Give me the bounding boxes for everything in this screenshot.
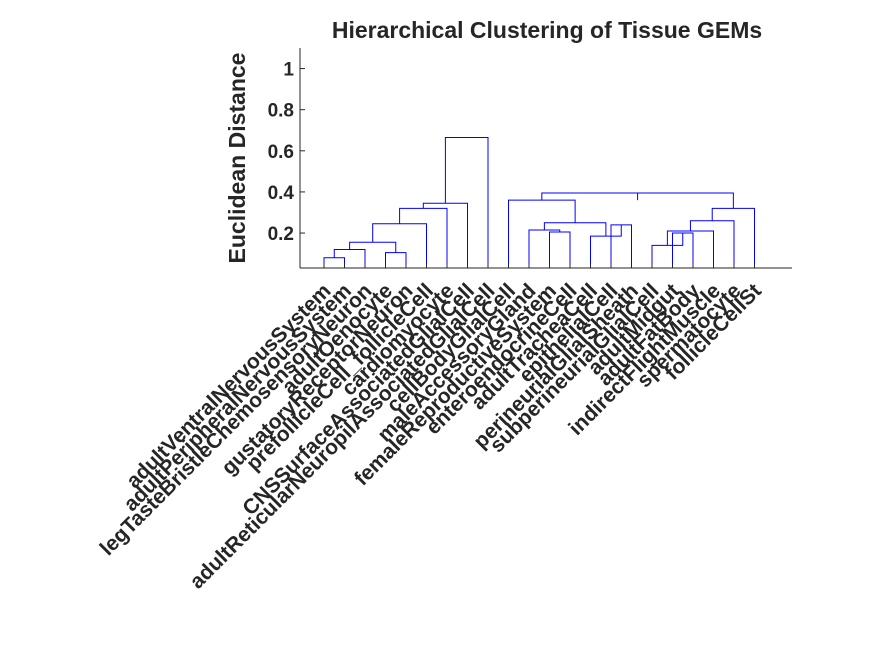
dendrogram-link [349,241,397,253]
dendrogram-link [590,224,622,268]
plot-area: 0.2 0.4 0.6 0.8 1 [268,48,792,269]
dendrogram-link [385,252,407,268]
chart-title: Hierarchical Clustering of Tissue GEMs [332,17,762,43]
y-tick-label: 0.2 [268,224,294,245]
dendrogram-link [422,202,468,268]
dendrogram-link [610,224,632,268]
dendrogram-link [333,248,366,268]
dendrogram-link [689,220,735,268]
y-axis-label: Euclidean Distance [224,53,250,264]
dendrogram-link [666,230,714,268]
y-tick-label: 0.6 [268,142,294,163]
y-ticks: 0.2 0.4 0.6 0.8 1 [268,60,305,245]
y-tick-label: 0.4 [268,183,295,204]
leaf-labels: adultVentralNervousSystemadultPeripheral… [96,263,766,593]
dendrogram-link [399,207,448,268]
dendrogram-link [444,136,489,268]
dendrogram-link [711,207,755,268]
dendrogram-link [549,231,571,268]
dendrogram-link [528,229,561,268]
dendrogram-link [543,222,607,237]
y-tick-label: 1 [283,60,294,81]
dendrogram-link [323,257,345,268]
dendrogram-links [323,136,755,268]
dendrogram-link [508,199,576,268]
dendrogram-link [541,192,734,209]
dendrogram-link [372,223,427,268]
y-tick-label: 0.8 [268,101,294,122]
